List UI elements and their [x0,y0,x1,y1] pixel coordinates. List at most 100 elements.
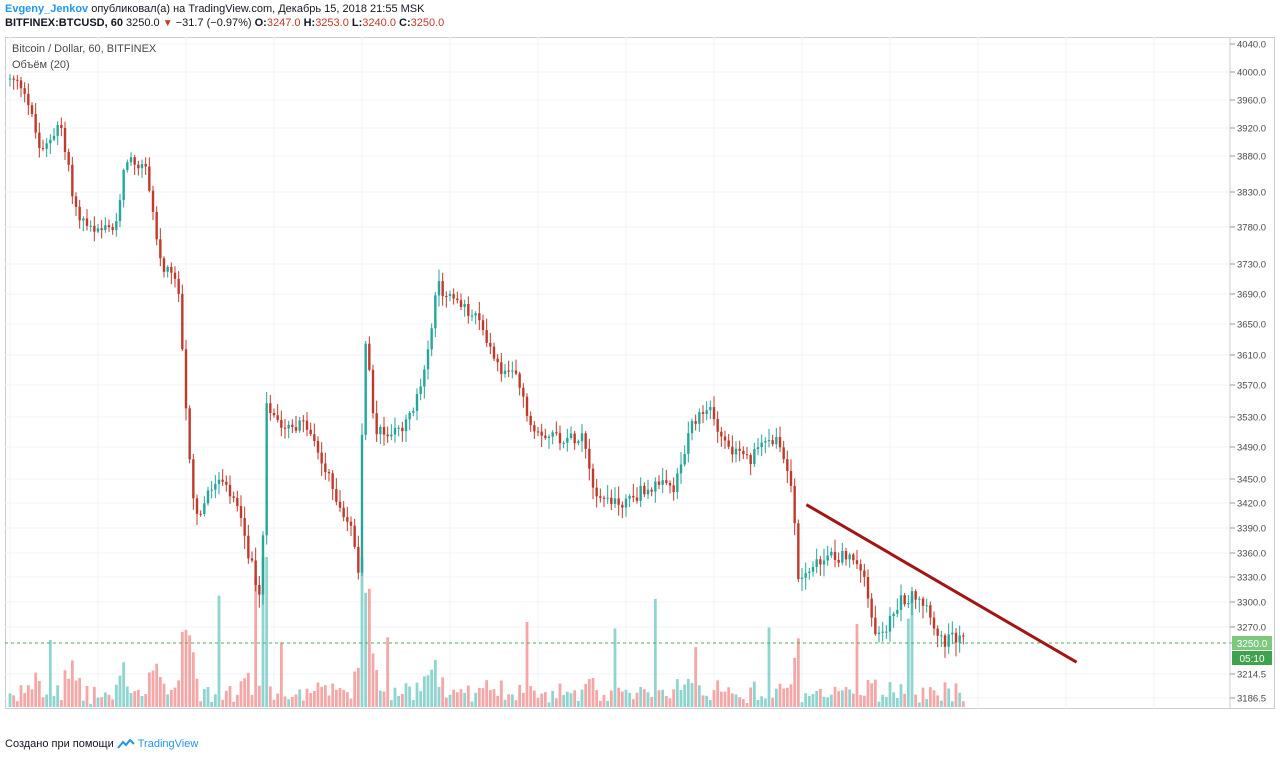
volume-bar [547,702,551,707]
candle-body [756,447,760,450]
volume-bar [375,670,379,707]
volume-bar [800,702,804,707]
volume-bar [78,677,82,707]
volume-bar [679,689,683,707]
volume-bar [92,686,96,707]
volume-bar [283,696,287,707]
candle-body [500,362,503,374]
countdown-text: 05:10 [1239,654,1264,665]
volume-bar [943,682,947,707]
price-chart[interactable]: 4040.0 4000.0 3960.0 3920.0 3880.0 3830.0 3780… [5,37,1275,726]
volume-bar [279,642,283,707]
high-label: H: [303,17,316,29]
candle-body [859,564,862,571]
candle-body [56,124,59,136]
close-label: C: [399,17,411,29]
candle-body [496,358,499,363]
candle-body [346,517,349,522]
candle-body [712,407,716,420]
candle-body [8,78,12,80]
candle-body [910,591,914,604]
trendline[interactable] [805,503,1078,664]
candle-body [412,410,415,413]
volume-bar [650,696,654,707]
candle-body [888,616,892,632]
volume-bar [587,679,591,707]
volume-bar [851,693,855,707]
volume-bar [661,689,665,707]
volume-bar [961,701,965,707]
candle-body [320,452,323,464]
volume-bar [584,683,588,707]
candle-body [848,554,851,560]
candle-body [122,170,125,201]
candle-body [914,591,917,600]
volume-bar [646,692,650,707]
footer-text: Создано при помощи [5,738,114,750]
candle-body [855,560,859,565]
candle-body [694,421,697,424]
candle-body [899,595,903,610]
volume-bar [415,682,419,707]
candle-body [841,550,844,563]
grid [5,37,1230,709]
volume-bar [705,695,709,707]
candle-body [918,598,921,600]
tradingview-brand[interactable]: TradingView [137,738,199,750]
candle-body [877,632,881,635]
volume-bar [213,694,217,707]
candle-body [459,300,463,308]
candle-body [507,370,510,372]
volume-bar [122,662,126,707]
volume-bar [367,588,371,707]
volume-bar [815,690,819,707]
candle-body [41,148,45,150]
candle-body [617,498,620,505]
volume-bar [521,692,525,707]
volume-bar [507,694,511,707]
volume-bar [848,689,852,707]
volume-bar [756,699,760,707]
candle-body [408,412,411,420]
candle-body [852,554,855,561]
volume-bar [235,694,239,707]
candles [8,74,965,658]
volume-bar [378,690,382,707]
candle-body [393,427,397,435]
candle-body [540,431,543,436]
candle-body [932,617,936,629]
volume-bar [151,670,155,707]
candle-body [562,442,565,444]
author-link[interactable]: Evgeny_Jenkov [5,3,89,15]
volume-bar [59,699,63,707]
chart-frame[interactable]: 4040.0 4000.0 3960.0 3920.0 3880.0 3830.0 3780… [5,37,1275,726]
candle-body [181,293,184,350]
volume-bar [96,697,100,707]
candle-body [360,434,364,573]
candle-body [276,415,279,420]
volume-bar [807,695,811,707]
volume-bar [840,690,844,707]
volume-bar [298,689,302,707]
volume-bar [822,696,826,707]
volume-bar [675,679,679,707]
candle-body [269,403,272,413]
price-tick-label: 3730.0 [1237,260,1266,271]
candle-body [426,349,430,370]
volume-bar [793,657,797,707]
volume-bar [664,695,668,707]
candle-body [85,218,89,226]
candle-body [89,225,92,227]
candle-body [907,603,910,605]
volume-bar [837,691,841,707]
candle-body [793,485,796,524]
volume-bar [140,695,144,707]
volume-bar [540,693,544,707]
volume-bar [789,684,793,707]
volume-bar [576,700,580,707]
volume-bar [147,672,151,707]
legend-volume: Объём (20) [12,59,70,71]
volume-bar [738,697,742,707]
volume-bar [609,690,613,707]
candle-body [115,221,118,230]
